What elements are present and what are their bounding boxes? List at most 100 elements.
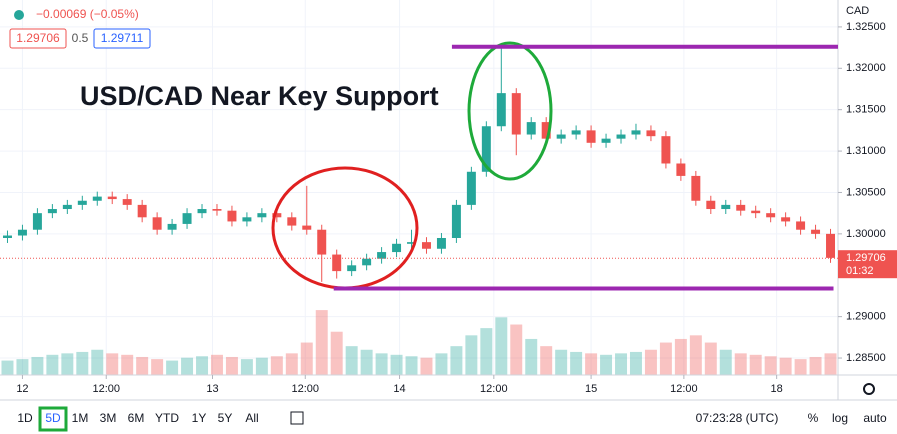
percent-toggle[interactable]: % [808, 411, 819, 425]
volume-bar [749, 354, 762, 375]
volume-bar [734, 353, 747, 375]
volume-bar [16, 359, 29, 375]
volume-bar [270, 356, 283, 375]
candle-body [347, 265, 357, 272]
volume-bar [465, 335, 478, 375]
volume-bar [659, 342, 672, 375]
volume-bar [764, 356, 777, 375]
y-tick-label: 1.30000 [846, 228, 886, 240]
candle-body [392, 243, 402, 253]
candle-body [407, 242, 417, 244]
range-button[interactable]: 1Y [192, 411, 207, 425]
calendar-icon[interactable] [290, 411, 304, 425]
range-button[interactable]: 1M [72, 411, 89, 425]
x-tick-label: 12:00 [292, 383, 320, 395]
volume-bar [480, 328, 493, 375]
candle-body [721, 204, 731, 210]
volume-bar [390, 354, 403, 375]
candle-body [811, 229, 821, 234]
candle-body [17, 229, 27, 236]
candle-body [302, 225, 312, 230]
volume-bar [151, 359, 164, 375]
x-tick-label: 14 [393, 383, 405, 395]
volume-bar [435, 353, 448, 375]
volume-bar [196, 356, 209, 375]
volume-bar [794, 359, 807, 375]
range-button[interactable]: 1D [17, 411, 33, 425]
settings-icon[interactable] [863, 383, 875, 395]
volume-bar [375, 353, 388, 375]
volume-bar [420, 357, 433, 375]
highlight-circle [467, 41, 553, 181]
candle-body [706, 200, 716, 210]
candle-body [122, 199, 132, 205]
candle-body [32, 213, 42, 230]
currency-label: CAD [846, 5, 869, 17]
volume-bar [76, 351, 89, 375]
candle-body [212, 209, 222, 211]
x-tick-label: 12:00 [92, 383, 120, 395]
candle-body [182, 213, 192, 224]
volume-bar [629, 351, 642, 375]
y-tick-label: 1.32500 [846, 21, 886, 33]
range-button[interactable]: 6M [128, 411, 145, 425]
range-button[interactable]: 3M [100, 411, 117, 425]
volume-bar [61, 353, 74, 375]
last-price-label: 1.29706 [846, 252, 886, 264]
x-tick-label: 15 [585, 383, 597, 395]
range-selected[interactable] [38, 406, 68, 432]
range-button[interactable]: All [245, 411, 258, 425]
x-tick-label: 12 [16, 383, 28, 395]
volume-bar [450, 346, 463, 375]
candle-body [436, 237, 446, 249]
candle-body [317, 229, 327, 255]
spread: 0.5 [72, 31, 89, 45]
volume-bar [1, 360, 14, 375]
volume-bar [644, 349, 657, 375]
auto-toggle[interactable]: auto [863, 411, 887, 425]
volume-bar [166, 360, 179, 375]
range-button[interactable]: YTD [155, 411, 179, 425]
candle-body [571, 130, 581, 135]
candle-body [586, 130, 596, 143]
candle-body [167, 223, 177, 230]
volume-bar [824, 353, 837, 375]
bid-box[interactable] [9, 28, 67, 49]
ask-box[interactable] [93, 28, 151, 49]
y-tick-label: 1.29000 [846, 311, 886, 323]
candle-body [2, 235, 12, 238]
candle-body [631, 130, 641, 135]
clock[interactable]: 07:23:28 (UTC) [696, 411, 779, 425]
y-tick-label: 1.28500 [846, 352, 886, 364]
volume-bar [285, 353, 298, 375]
candle-body [826, 233, 836, 258]
volume-bar [809, 356, 822, 375]
candle-body [272, 213, 282, 218]
x-tick-label: 12:00 [480, 383, 508, 395]
y-tick-label: 1.30500 [846, 186, 886, 198]
ask-price[interactable]: 1.29711 [101, 31, 144, 45]
volume-bar [181, 357, 194, 375]
bid-price[interactable]: 1.29706 [16, 31, 60, 45]
volume-bar [495, 317, 508, 375]
candle-body [526, 122, 536, 135]
candle-body [541, 122, 551, 139]
volume-bar [225, 356, 238, 375]
candle-body [451, 204, 461, 238]
volume-bar [240, 359, 253, 375]
range-button[interactable]: 5Y [218, 411, 233, 425]
candle-body [616, 134, 626, 139]
candle-body [496, 93, 506, 127]
price-pane [2, 47, 836, 282]
volume-bar [674, 338, 687, 375]
volume-bar [330, 331, 343, 375]
candle-body [796, 221, 806, 230]
volume-bar [704, 342, 717, 375]
volume-bar [46, 354, 59, 375]
x-tick-label: 18 [771, 383, 783, 395]
range-button[interactable]: 5D [45, 411, 61, 425]
log-toggle[interactable]: log [832, 411, 848, 425]
candle-body [257, 213, 267, 218]
